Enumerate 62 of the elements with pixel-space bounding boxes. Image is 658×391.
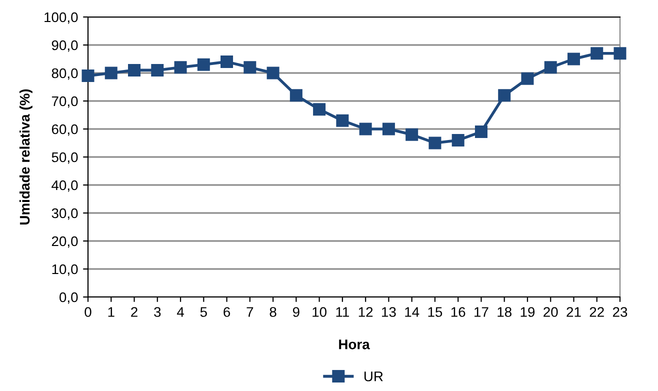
y-tick-label: 100,0 — [44, 12, 78, 24]
y-tick-label: 50,0 — [52, 152, 78, 164]
point — [174, 61, 187, 74]
x-tick-label: 6 — [224, 307, 230, 317]
point — [104, 66, 118, 80]
x-tick-label: 17 — [474, 307, 488, 317]
point — [590, 47, 604, 60]
point — [220, 56, 234, 68]
point — [336, 114, 349, 127]
x-tick-label: 1 — [108, 307, 114, 317]
x-tick-label: 20 — [544, 307, 558, 317]
x-tick-label: 13 — [382, 307, 396, 317]
point — [614, 47, 626, 60]
x-tick-label: 16 — [451, 307, 466, 317]
legend-label: UR — [364, 372, 383, 382]
x-tick-label: 15 — [428, 307, 442, 317]
point — [82, 70, 94, 82]
point — [521, 72, 534, 85]
point — [359, 122, 372, 136]
x-tick-label: 14 — [405, 307, 420, 317]
x-tick-label: 23 — [612, 307, 628, 317]
point — [498, 89, 511, 102]
point — [382, 122, 395, 136]
point — [452, 134, 464, 146]
point — [474, 126, 488, 138]
point — [266, 66, 280, 80]
x-tick-label: 8 — [270, 307, 276, 317]
x-tick-label: 12 — [358, 307, 373, 317]
point — [244, 61, 256, 74]
x-axis-title: Hora — [339, 340, 370, 350]
x-tick-label: 19 — [520, 307, 535, 317]
point — [151, 64, 164, 76]
point — [290, 89, 302, 102]
x-tick-label: 5 — [200, 307, 207, 317]
x-tick-label: 10 — [312, 307, 326, 317]
x-tick-label: 2 — [131, 307, 138, 317]
y-tick-label: 40,0 — [52, 180, 78, 192]
x-tick-label: 22 — [590, 307, 604, 317]
y-tick-label: 30,0 — [52, 208, 78, 220]
x-tick-label: 3 — [154, 307, 161, 317]
point — [428, 136, 442, 150]
point — [544, 61, 557, 74]
y-tick-label: 60,0 — [52, 124, 78, 136]
x-tick-label: 11 — [336, 307, 349, 317]
y-axis-title: Umidade relativa (%) — [19, 89, 32, 224]
y-tick-label: 10,0 — [52, 264, 78, 276]
point — [197, 58, 210, 71]
x-tick-label: 18 — [498, 307, 512, 317]
y-tick-label: 70,0 — [52, 96, 78, 108]
y-tick-label: 20,0 — [52, 236, 78, 248]
x-tick-label: 0 — [84, 307, 92, 317]
x-tick-label: 9 — [292, 307, 300, 317]
point — [567, 52, 580, 66]
point — [128, 64, 141, 76]
x-tick-label: 21 — [566, 307, 581, 317]
y-tick-label: 0,0 — [60, 292, 78, 304]
x-tick-label: 4 — [176, 307, 184, 317]
y-tick-label: 80,0 — [52, 68, 78, 80]
point — [406, 128, 418, 141]
x-tick-label: 7 — [246, 307, 254, 317]
y-tick-label: 90,0 — [52, 40, 78, 52]
point — [313, 103, 326, 116]
